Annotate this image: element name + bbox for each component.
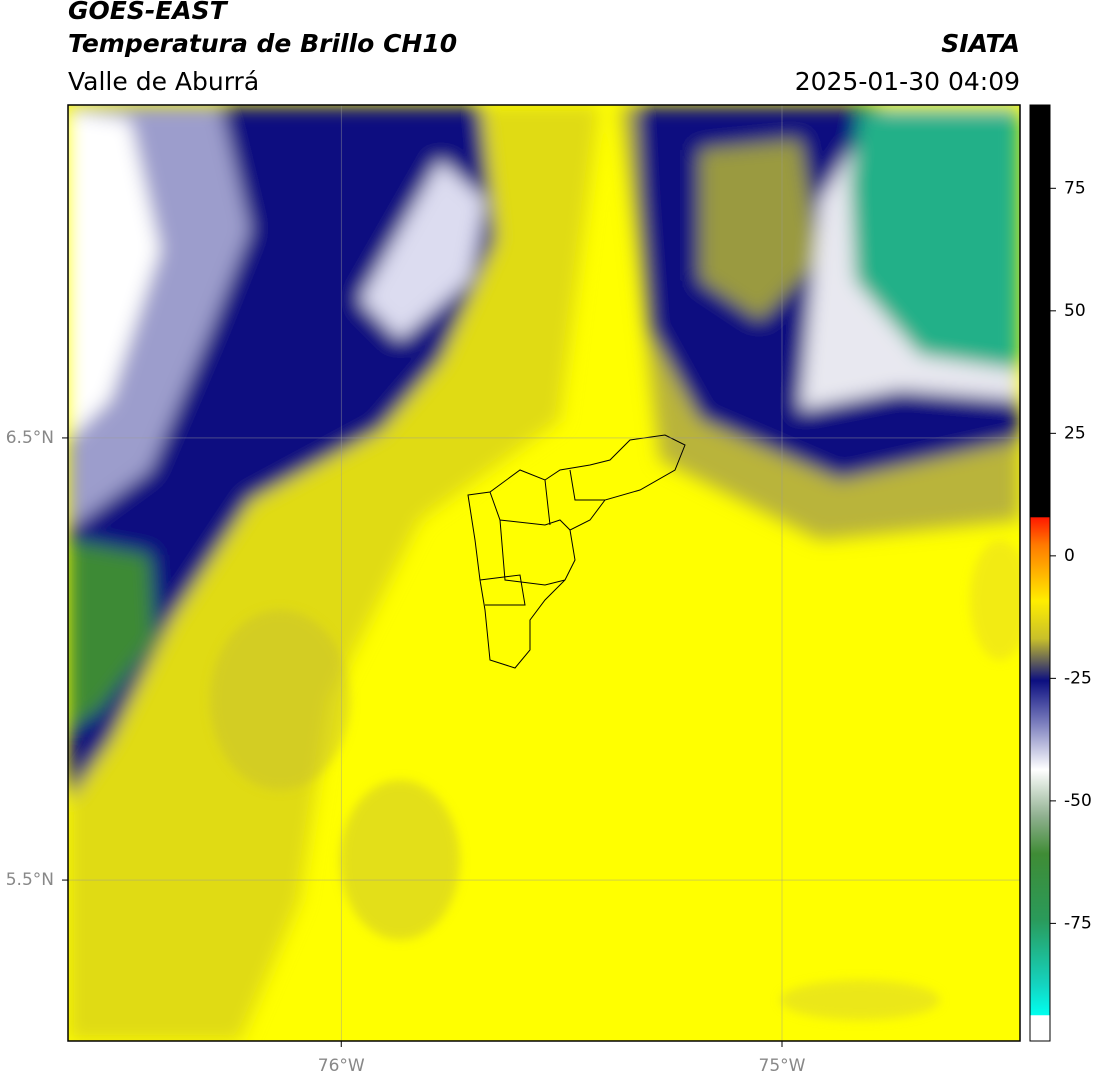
colorbar-tick-label: 75 xyxy=(1064,178,1086,198)
colorbar-tick-label: -75 xyxy=(1064,913,1092,933)
datetime: 2025-01-30 04:09 xyxy=(795,67,1020,96)
colorbar-tick-label: 50 xyxy=(1064,301,1086,321)
y-tick-label: 5.5°N xyxy=(6,870,54,890)
colorbar-tick-label: -50 xyxy=(1064,791,1092,811)
y-tick-label: 6.5°N xyxy=(6,428,54,448)
x-tick-label: 76°W xyxy=(318,1056,365,1076)
colorbar-tick-label: 0 xyxy=(1064,546,1075,566)
source: SIATA xyxy=(941,29,1020,58)
title: GOES-EAST xyxy=(68,0,229,25)
subtitle: Temperatura de Brillo CH10 xyxy=(68,29,457,58)
satellite-image xyxy=(68,105,1020,1041)
colorbar-tick-label: 25 xyxy=(1064,423,1086,443)
colorbar xyxy=(1029,104,1051,1042)
map-frame xyxy=(67,104,1021,1042)
colorbar-tick-label: -25 xyxy=(1064,668,1092,688)
region: Valle de Aburrá xyxy=(68,67,259,96)
x-tick-label: 75°W xyxy=(759,1056,806,1076)
